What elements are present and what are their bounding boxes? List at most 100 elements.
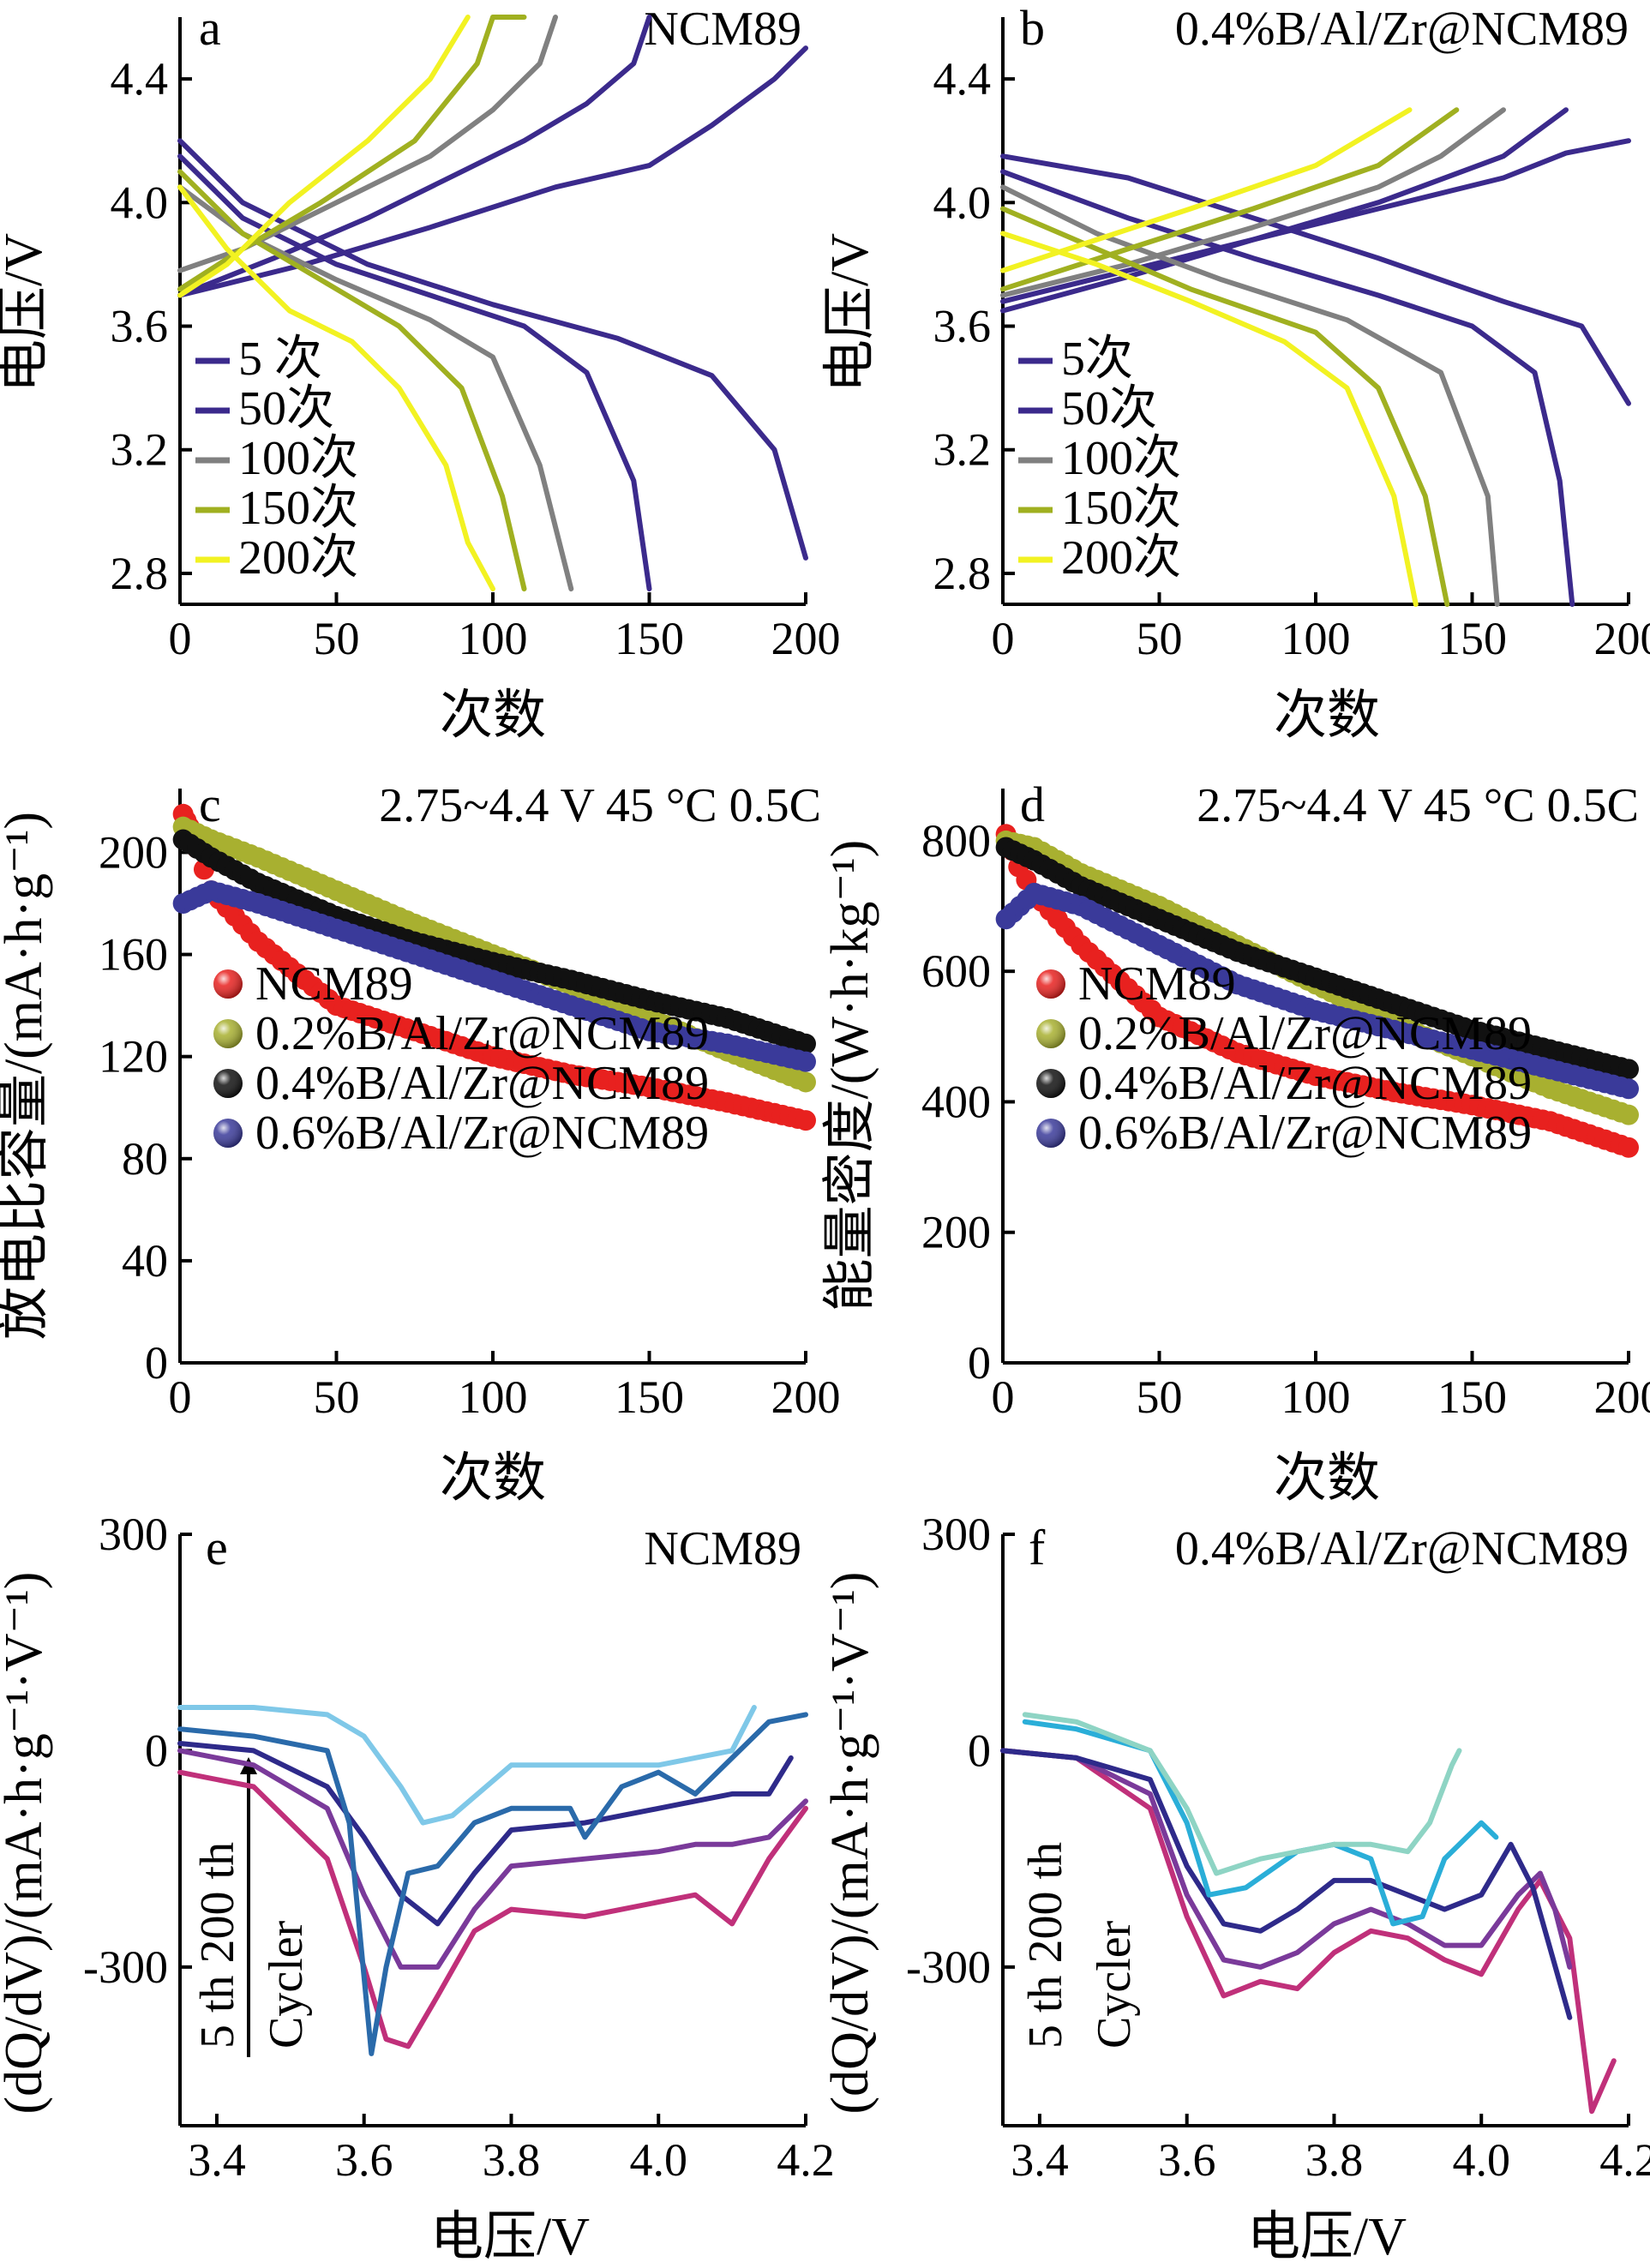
panel-b-y-tick-label: 2.8 [933, 548, 992, 599]
panel-d-series-2-point [1618, 1104, 1639, 1125]
panel-f-series-3-line [1000, 1748, 1573, 2020]
panel-e-series-3-line [177, 1741, 794, 1927]
panel-d-legend-label: 0.2%B/Al/Zr@NCM89 [1078, 1007, 1532, 1060]
panel-d-legend-swatch-shine [1036, 1119, 1065, 1148]
panel-c-legend-label: 0.6%B/Al/Zr@NCM89 [255, 1107, 709, 1160]
panel-c-y-tick-label: 0 [145, 1337, 168, 1389]
panel-a-xlabel: 次数 [440, 687, 546, 745]
panel-d-x-tick-label: 200 [1594, 1371, 1650, 1423]
panel-b-legend-label: 150次 [1061, 482, 1181, 535]
panel-a-legend-label: 5 次 [238, 333, 322, 386]
panel-c-x-tick-label: 50 [314, 1371, 360, 1423]
panel-e-cycle-annotation: 5 th 200 th Cycler [191, 1757, 313, 2057]
panel-d-legend-swatch-shine [1036, 1019, 1065, 1048]
panel-d-ylabel: 能量密度/(W·h·kg⁻¹) [821, 840, 879, 1312]
panel-c-x-tick-label: 100 [459, 1371, 528, 1423]
panel-b-x-tick-label: 150 [1437, 613, 1507, 664]
panel-e-xlabel: 电压/V [430, 2208, 590, 2266]
panel-b-y-tick-label: 4.4 [933, 53, 992, 105]
panel-a-x-tick-label: 0 [169, 613, 192, 664]
panel-d-y-tick-label: 600 [921, 945, 991, 997]
panel-d-y-tick-label: 200 [921, 1207, 991, 1258]
panel-b-x-tick-label: 200 [1594, 613, 1650, 664]
panel-c-title: 2.75~4.4 V 45 °C 0.5C [379, 779, 821, 832]
panel-a-y-tick-label: 3.2 [111, 424, 169, 476]
panel-c-x-tick-label: 0 [169, 1371, 192, 1423]
panel-c-legend-label: NCM89 [255, 957, 413, 1011]
panel-b-letter: b [1020, 0, 1045, 56]
panel-f-xlabel: 电压/V [1247, 2208, 1407, 2266]
panel-e-series-2-line [177, 1748, 808, 1970]
panel-c-legend-label: 0.2%B/Al/Zr@NCM89 [255, 1007, 709, 1060]
panel-b: b 0.4%B/Al/Zr@NCM89 次数 电压/V 0 50 100 150 200… [821, 0, 1650, 745]
panel-f-annotation-cycler: Cycler [1088, 1920, 1141, 2049]
panel-c-legend-swatch-shine [213, 1119, 243, 1148]
panel-d-letter: d [1020, 777, 1045, 832]
panel-b-x-tick-label: 50 [1137, 613, 1183, 664]
panel-d-legend-label: 0.4%B/Al/Zr@NCM89 [1078, 1057, 1532, 1110]
panel-d-y-tick-label: 800 [921, 815, 991, 867]
panel-f-y-tick-label: -300 [906, 1941, 991, 1993]
panel-e-series-1-line [177, 1769, 808, 2049]
panel-f-series-4-line [1022, 1719, 1499, 1927]
panel-f-x-tick-label: 3.4 [1011, 2134, 1069, 2186]
panel-b-series-3-discharge-line [1000, 184, 1500, 607]
panel-a-title: NCM89 [644, 3, 801, 56]
panel-c-y-tick-label: 160 [99, 929, 168, 981]
panel-e-x-tick-label: 4.2 [777, 2134, 835, 2186]
panel-f-letter: f [1029, 1520, 1046, 1575]
panel-c-y-tick-label: 120 [99, 1031, 168, 1083]
panel-d-y-tick-label: 0 [968, 1337, 991, 1389]
panel-e-x-tick-label: 4.0 [629, 2134, 687, 2186]
panel-b-legend-label: 100次 [1061, 432, 1181, 485]
panel-c-x-tick-label: 150 [615, 1371, 684, 1423]
panel-f: f 0.4%B/Al/Zr@NCM89 电压/V (dQ/dV)/(mA·h·g… [821, 1509, 1650, 2266]
panel-c-xlabel: 次数 [440, 1449, 546, 1508]
panel-a-ylabel: 电压/V [0, 233, 53, 393]
panel-d-y-tick-label: 400 [921, 1076, 991, 1127]
panel-f-x-tick-label: 3.8 [1305, 2134, 1364, 2186]
panel-d-x-tick-label: 100 [1281, 1371, 1351, 1423]
panel-d-series-1-point [1618, 1137, 1639, 1158]
panel-c-x-tick-label: 200 [771, 1371, 841, 1423]
panel-a-x-tick-label: 100 [459, 613, 528, 664]
panel-f-annotation-cycles: 5 th 200 th [1019, 1842, 1072, 2049]
panel-b-legend-label: 200次 [1061, 531, 1181, 585]
panel-b-series-5-discharge-line [1000, 231, 1419, 607]
panel-e-series-4-line [177, 1712, 808, 2056]
panel-a-x-tick-label: 50 [314, 613, 360, 664]
panel-a-y-tick-label: 3.6 [111, 301, 169, 352]
panel-c-letter: c [199, 777, 221, 832]
panel-b-y-tick-label: 3.6 [933, 301, 992, 352]
panel-b-y-tick-label: 3.2 [933, 424, 992, 476]
panel-d: d 2.75~4.4 V 45 °C 0.5C 次数 能量密度/(W·h·kg⁻… [821, 777, 1650, 1508]
panel-f-x-tick-label: 4.2 [1599, 2134, 1650, 2186]
panel-e-y-tick-label: 300 [99, 1509, 168, 1560]
panel-a-y-tick-label: 4.4 [111, 53, 169, 105]
panel-a-legend-label: 200次 [238, 531, 358, 585]
panel-d-title: 2.75~4.4 V 45 °C 0.5C [1197, 779, 1639, 832]
panel-c-y-tick-label: 40 [122, 1235, 168, 1287]
panel-e-y-tick-label: 0 [145, 1725, 168, 1776]
panel-e-annotation-cycler: Cycler [260, 1920, 313, 2049]
panel-d-series-4-point [1618, 1078, 1639, 1100]
panel-e-x-tick-label: 3.4 [188, 2134, 246, 2186]
panel-d-x-tick-label: 150 [1437, 1371, 1507, 1423]
panel-c-legend-swatch-shine [213, 1019, 243, 1048]
panel-a-series-5-discharge-line [177, 184, 495, 591]
panel-e-x-tick-label: 3.8 [483, 2134, 541, 2186]
panel-a-letter: a [199, 0, 221, 56]
panel-b-x-tick-label: 0 [992, 613, 1015, 664]
panel-f-series-5-line [1022, 1712, 1462, 1876]
panel-d-series-3-point [1618, 1059, 1639, 1080]
panel-a-x-tick-label: 200 [771, 613, 841, 664]
panel-c-legend-swatch-shine [213, 969, 243, 999]
panel-a-x-tick-label: 150 [615, 613, 684, 664]
panel-d-legend-label: 0.6%B/Al/Zr@NCM89 [1078, 1107, 1532, 1160]
panel-e-y-tick-label: -300 [83, 1941, 168, 1993]
panel-b-xlabel: 次数 [1274, 687, 1380, 745]
panel-c-legend-swatch-shine [213, 1069, 243, 1098]
panel-c-series-1-point [795, 1110, 816, 1131]
panel-a-series-5-charge-line [177, 15, 471, 298]
